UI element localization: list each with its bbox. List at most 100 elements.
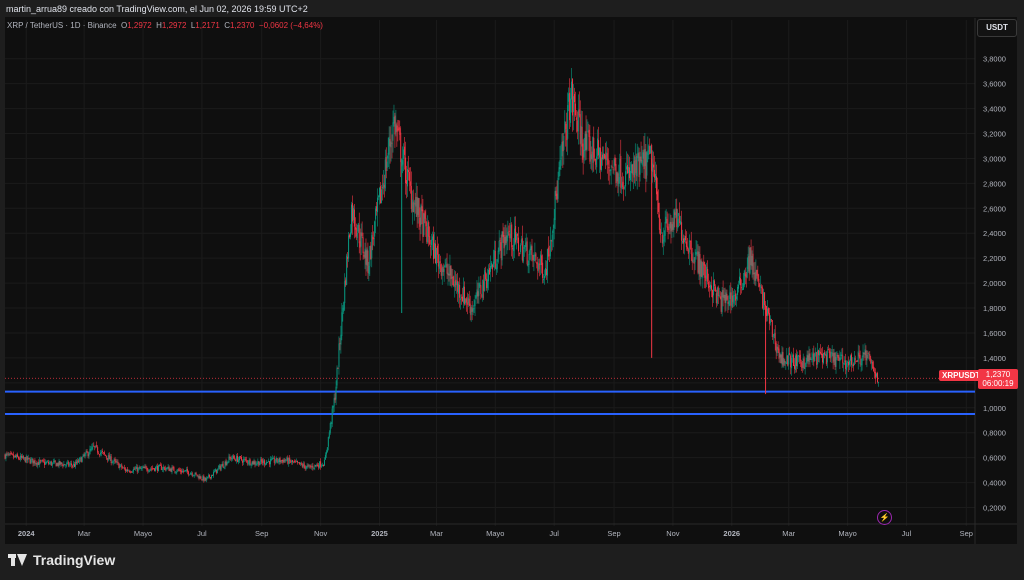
candle-body [252,460,254,465]
candle-body [108,454,110,460]
candle-body [263,460,265,463]
candle-body [295,461,297,463]
candle-body [177,469,179,472]
candle-body [494,250,496,268]
candle-body [261,459,263,462]
candle-body [863,353,865,354]
candle-body [40,460,42,462]
candle-body [343,302,345,310]
candle-body [149,469,151,472]
candle-body [206,477,208,481]
candle-body [579,114,581,145]
candle-body [268,461,270,465]
candle-body [726,293,728,300]
candle-body [91,447,93,450]
candle-body [166,467,168,470]
candle-body [639,156,641,175]
candle-body [363,255,365,257]
tradingview-logo[interactable]: TradingView [8,552,115,568]
candle-body [547,247,549,257]
candle-body [673,210,675,230]
candle-body [476,289,478,297]
lightning-icon[interactable]: ⚡ [877,510,892,525]
candle-body [305,467,307,469]
candle-body [395,124,397,133]
candle-body [489,268,491,275]
candle-body [784,360,786,363]
candle-body [398,127,400,130]
candle-body [832,352,834,363]
candle-body [563,135,565,150]
candle-body [651,145,653,171]
candle-body [771,320,773,337]
chart-area[interactable] [5,17,1017,544]
candle-body [859,354,861,364]
candle-body [827,349,829,350]
candle-body [118,463,120,469]
candle-body [225,461,227,465]
candle-body [782,352,784,366]
candle-body [611,166,613,168]
candle-body [47,461,49,464]
candle-body [865,350,867,361]
candle-body [581,126,583,147]
candle-body [119,465,121,468]
candle-body [333,398,335,407]
candle-body [327,437,329,447]
candle-body [27,457,29,460]
candle-body [377,197,379,213]
candle-body [561,142,563,157]
candle-body [32,458,34,464]
candle-body [328,432,330,438]
candle-body [433,234,435,260]
candle-body [791,357,793,369]
candle-body [374,221,376,237]
candle-body [628,166,630,174]
candle-body [183,470,185,472]
candle-body [426,226,428,242]
candle-body [87,452,89,457]
candle-body [196,474,198,477]
candle-body [568,93,570,102]
candle-body [549,239,551,257]
candle-body [858,352,860,357]
candle-body [785,362,787,364]
x-tick-label: Sep [255,529,268,538]
x-tick-label: Mayo [486,529,504,538]
candle-body [86,451,88,453]
candle-body [825,354,827,364]
close-value: 1,2370 [230,21,255,30]
candle-body [380,189,382,203]
candle-body [378,187,380,198]
candle-body [376,206,378,212]
candle-body [101,451,103,453]
candle-body [842,355,844,364]
candle-body [698,251,700,274]
candle-body [280,460,282,463]
candle-body [645,152,647,179]
candle-body [288,458,290,464]
candle-body [805,362,807,368]
candle-body [382,183,384,189]
candle-body [412,202,414,213]
candle-body [116,461,118,463]
candle-body [845,360,847,369]
ticker-label: XRPUSDT [939,370,984,381]
candle-body [573,93,575,103]
candle-body [580,125,582,144]
candle-body [304,465,306,469]
candle-body [603,153,605,159]
candle-body [608,167,610,169]
candle-body [192,475,194,477]
candle-body [658,214,660,230]
candle-body [293,461,295,463]
candle-body [386,161,388,168]
candle-body [662,239,664,244]
candle-body [595,158,597,165]
candle-body [451,276,453,279]
candle-body [21,455,23,458]
candle-body [55,462,57,467]
currency-button[interactable]: USDT [977,19,1017,37]
candle-body [440,264,442,276]
